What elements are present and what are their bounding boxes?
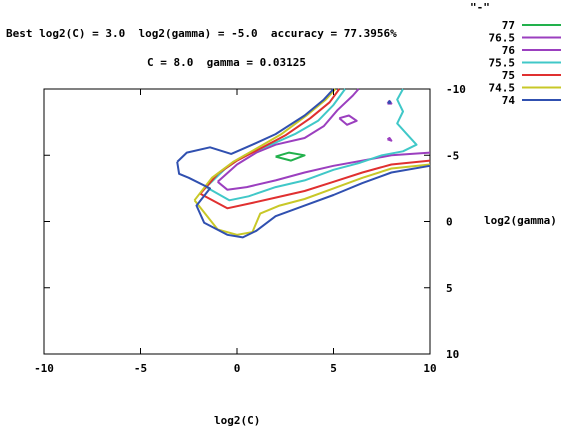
contour-lines (176, 88, 431, 239)
contour-76-line-1 (217, 151, 431, 191)
y-tick-label: 5 (446, 282, 453, 295)
contour-76-5-line-2 (386, 137, 393, 142)
y-tick-label: 0 (446, 216, 453, 229)
y-tick-label: -10 (446, 83, 466, 96)
plot-frame (43, 88, 431, 355)
legend-label: 75.5 (489, 57, 516, 70)
legend-label: 74 (502, 94, 516, 107)
contour-77-line-0 (275, 151, 306, 162)
y-axis-label: log2(gamma) (484, 214, 557, 227)
legend-label: 77 (502, 19, 515, 32)
contour-74-line-1 (176, 161, 431, 239)
x-tick-label: -10 (34, 362, 54, 375)
legend-label: 76.5 (489, 32, 516, 45)
legend-title: "-" (470, 1, 490, 14)
contour-74-line-0 (176, 88, 335, 163)
legend-label: 75 (502, 69, 515, 82)
contour-marker-0 (387, 100, 392, 105)
plot-area (43, 88, 431, 355)
y-axis-ticks: -10 -5 0 5 10 (44, 83, 466, 361)
contour-74-5-line-0 (193, 88, 337, 201)
x-tick-label: 5 (330, 362, 337, 375)
x-axis-label: log2(C) (214, 414, 260, 427)
x-axis-ticks: -10 -5 0 5 10 (34, 89, 437, 375)
x-tick-label: -5 (134, 362, 147, 375)
contour-76-5-line-0 (338, 114, 358, 126)
legend-label: 74.5 (489, 82, 516, 95)
y-tick-label: 10 (446, 348, 459, 361)
x-tick-label: 10 (423, 362, 436, 375)
x-tick-label: 0 (234, 362, 241, 375)
contour-76-line-0 (217, 88, 360, 183)
legend-label: 76 (502, 44, 516, 57)
contour-74-5-line-1 (193, 163, 431, 236)
chart-subtitle: C = 8.0 gamma = 0.03125 (147, 56, 306, 69)
y-tick-label: -5 (446, 149, 459, 162)
contour-75-5-line-1 (205, 88, 418, 202)
chart-title: Best log2(C) = 3.0 log2(gamma) = -5.0 ac… (6, 27, 397, 40)
contour-75-line-1 (199, 159, 431, 210)
